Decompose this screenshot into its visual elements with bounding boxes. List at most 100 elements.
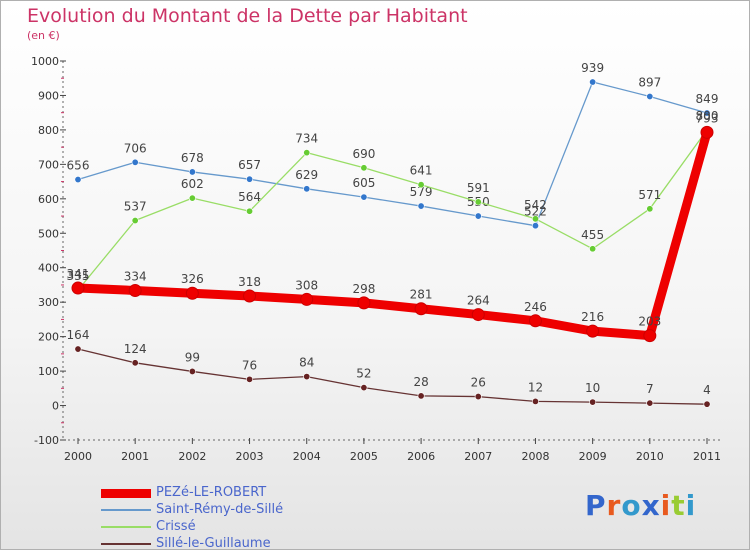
data-point [246, 207, 254, 215]
data-point [188, 194, 196, 202]
y-tick-label: 400 [38, 262, 59, 275]
x-tick-label: 2005 [350, 450, 378, 463]
data-label: 10 [585, 381, 600, 395]
data-label: 579 [410, 185, 433, 199]
x-tick-label: 2008 [521, 450, 549, 463]
y-tick-label: 1000 [31, 55, 59, 68]
data-label: 164 [67, 328, 90, 342]
legend-swatch [101, 543, 151, 545]
data-label: 335 [67, 269, 90, 283]
data-point [188, 367, 196, 375]
data-label: 602 [181, 177, 204, 191]
data-point [646, 92, 654, 100]
proxiti-logo: Proxiti [585, 489, 696, 522]
chart-title: Evolution du Montant de la Dette par Hab… [27, 5, 468, 27]
x-tick-label: 2009 [579, 450, 607, 463]
y-tick-label: 500 [38, 227, 59, 240]
data-label: 591 [467, 181, 490, 195]
data-point [185, 286, 199, 300]
legend-label: Saint-Rémy-de-Sillé [156, 502, 284, 517]
data-label: 99 [185, 350, 200, 364]
data-point [360, 193, 368, 201]
data-point [474, 393, 482, 401]
data-point [474, 212, 482, 220]
data-point [700, 125, 714, 139]
data-point [74, 176, 82, 184]
data-label: 939 [581, 61, 604, 75]
data-label: 706 [124, 141, 147, 155]
data-point [131, 158, 139, 166]
data-label: 203 [638, 315, 661, 329]
data-point [646, 205, 654, 213]
data-point [417, 181, 425, 189]
legend-swatch [101, 526, 151, 528]
data-point [303, 149, 311, 157]
data-point [357, 296, 371, 310]
data-point [474, 198, 482, 206]
data-label: 4 [703, 383, 711, 397]
legend-label: Crissé [156, 519, 196, 534]
x-tick-label: 2003 [236, 450, 264, 463]
data-point [303, 373, 311, 381]
logo-letter: r [606, 489, 622, 522]
y-tick-label: 100 [38, 365, 59, 378]
data-label: 326 [181, 272, 204, 286]
data-point [646, 399, 654, 407]
data-label: 26 [471, 376, 486, 390]
data-point [303, 185, 311, 193]
logo-letter: t [671, 489, 686, 522]
x-tick-label: 2002 [178, 450, 206, 463]
data-label: 629 [295, 168, 318, 182]
data-label: 542 [524, 198, 547, 212]
data-label: 308 [295, 278, 318, 292]
data-point [128, 283, 142, 297]
data-label: 12 [528, 380, 543, 394]
data-point [531, 215, 539, 223]
y-tick-label: 300 [38, 296, 59, 309]
legend-label: Sillé-le-Guillaume [156, 536, 271, 550]
x-tick-label: 2007 [464, 450, 492, 463]
data-label: 84 [299, 356, 314, 370]
data-label: 793 [696, 111, 719, 125]
data-label: 264 [467, 294, 490, 308]
chart-subtitle: (en €) [27, 29, 60, 42]
data-label: 800 [696, 109, 719, 123]
x-tick-label: 2001 [121, 450, 149, 463]
y-tick-label: 900 [38, 89, 59, 102]
data-point [589, 398, 597, 406]
data-point [471, 308, 485, 322]
x-tick-label: 2011 [693, 450, 721, 463]
data-label: 605 [352, 176, 375, 190]
x-tick-label: 2010 [636, 450, 664, 463]
logo-letter: i [685, 489, 697, 522]
data-point [417, 202, 425, 210]
data-label: 216 [581, 310, 604, 324]
legend-label: PEZé-LE-ROBERT [156, 485, 267, 500]
series-line-saint-r-my-de-sill- [77, 81, 708, 227]
data-point [188, 168, 196, 176]
data-point [246, 175, 254, 183]
y-tick-label: -100 [34, 434, 59, 447]
data-label: 124 [124, 342, 147, 356]
data-point [300, 292, 314, 306]
data-label: 52 [356, 367, 371, 381]
data-label: 564 [238, 190, 261, 204]
y-tick-label: 700 [38, 158, 59, 171]
logo-letter: o [621, 489, 642, 522]
data-label: 897 [638, 75, 661, 89]
data-label: 455 [581, 228, 604, 242]
data-label: 341 [67, 267, 90, 281]
data-label: 537 [124, 200, 147, 214]
data-label: 734 [295, 132, 318, 146]
legend-swatch [101, 489, 151, 498]
data-point [246, 375, 254, 383]
data-point [703, 400, 711, 408]
logo-letter: i [660, 489, 672, 522]
legend-swatch [101, 509, 151, 511]
y-tick-label: 0 [52, 400, 59, 413]
data-point [74, 345, 82, 353]
data-point [360, 164, 368, 172]
data-label: 28 [413, 375, 428, 389]
